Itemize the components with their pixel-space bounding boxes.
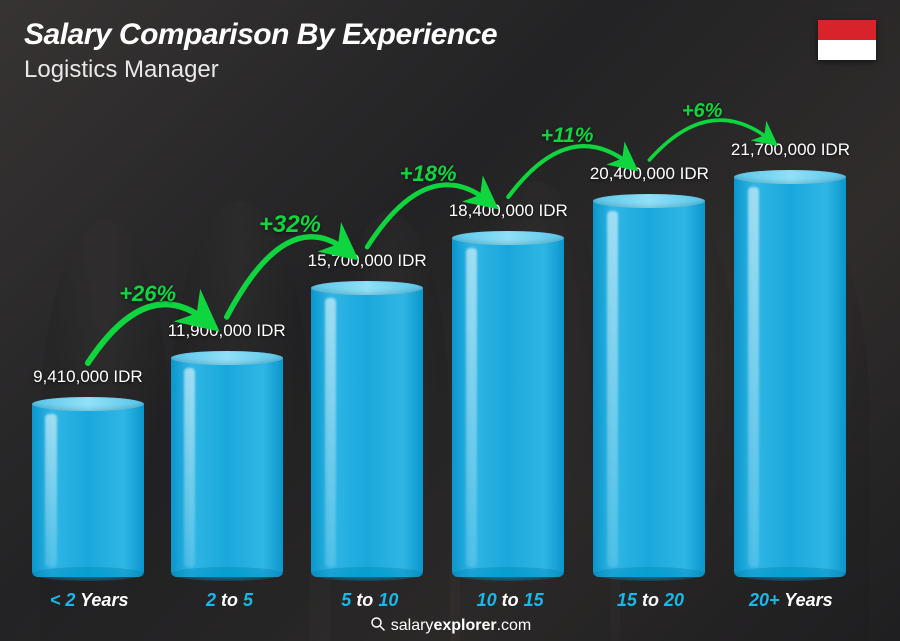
growth-label: +11% <box>541 124 594 148</box>
bar-group: 9,410,000 IDR <box>30 367 146 577</box>
category-labels: < 2 Years 2 to 5 5 to 10 10 to 15 15 to 20 20… <box>30 590 850 611</box>
bar-shine <box>325 298 336 567</box>
bar-group: 11,900,000 IDR <box>168 321 286 577</box>
footer: salaryexplorer.com <box>0 615 900 635</box>
magnify-icon <box>369 615 387 633</box>
bar-shine <box>748 187 759 567</box>
bar-value-label: 20,400,000 IDR <box>590 164 709 184</box>
bar-body <box>452 238 564 577</box>
bar-body <box>32 404 144 577</box>
bar <box>171 351 283 577</box>
bar-shine <box>184 368 195 567</box>
header: Salary Comparison By Experience Logistic… <box>24 18 497 84</box>
chart-title: Salary Comparison By Experience <box>24 18 497 52</box>
bar-group: 21,700,000 IDR <box>731 140 850 577</box>
bar-group: 15,700,000 IDR <box>308 251 427 577</box>
growth-label: +32% <box>259 211 321 239</box>
bar-cap <box>32 397 144 411</box>
bar <box>32 397 144 577</box>
bar-shine <box>466 248 477 567</box>
category-label: < 2 Years <box>30 590 148 611</box>
growth-label: +26% <box>119 281 176 307</box>
bar-value-label: 18,400,000 IDR <box>449 201 568 221</box>
bar-body <box>734 177 846 577</box>
category-label: 2 to 5 <box>170 590 288 611</box>
bar-cap <box>593 194 705 208</box>
bar-cap <box>734 170 846 184</box>
bar-value-label: 21,700,000 IDR <box>731 140 850 160</box>
bar-cap <box>171 351 283 365</box>
footer-brand-prefix: salary <box>391 617 434 634</box>
bar-body <box>311 288 423 577</box>
flag-stripe-red <box>818 20 876 40</box>
bar <box>311 281 423 577</box>
category-label: 20+ Years <box>732 590 850 611</box>
bar <box>734 170 846 577</box>
bar-cap <box>311 281 423 295</box>
footer-brand-tld: .com <box>497 617 532 634</box>
category-label: 5 to 10 <box>311 590 429 611</box>
bar-body <box>171 358 283 577</box>
footer-brand-suffix: explorer <box>433 617 496 634</box>
bar-value-label: 9,410,000 IDR <box>33 367 143 387</box>
bar-body <box>593 201 705 577</box>
category-label: 15 to 20 <box>591 590 709 611</box>
bar-shine <box>45 414 56 567</box>
growth-label: +18% <box>400 161 457 187</box>
bar-group: 18,400,000 IDR <box>449 201 568 577</box>
chart-subtitle: Logistics Manager <box>24 56 497 84</box>
bar-cap <box>452 231 564 245</box>
bar-shine <box>607 211 618 567</box>
flag-indonesia <box>818 20 876 60</box>
growth-label: +6% <box>682 100 723 123</box>
bar <box>593 194 705 577</box>
bar-value-label: 15,700,000 IDR <box>308 251 427 271</box>
flag-stripe-white <box>818 40 876 60</box>
category-label: 10 to 15 <box>451 590 569 611</box>
bar <box>452 231 564 577</box>
bar-group: 20,400,000 IDR <box>590 164 709 577</box>
bar-value-label: 11,900,000 IDR <box>168 321 286 341</box>
